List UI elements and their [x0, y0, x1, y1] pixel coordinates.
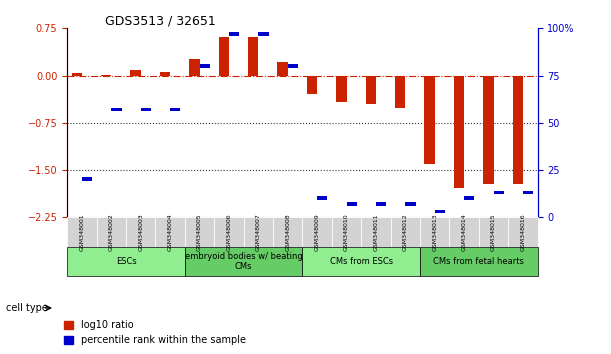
Text: GSM348015: GSM348015: [491, 213, 496, 251]
FancyBboxPatch shape: [67, 247, 185, 276]
Bar: [494, 191, 504, 194]
FancyBboxPatch shape: [126, 217, 155, 247]
Bar: [425, 75, 435, 164]
Text: embryoid bodies w/ beating
CMs: embryoid bodies w/ beating CMs: [185, 252, 302, 271]
Bar: [130, 70, 141, 75]
FancyBboxPatch shape: [332, 217, 361, 247]
FancyBboxPatch shape: [450, 217, 479, 247]
Text: CMs from fetal hearts: CMs from fetal hearts: [433, 257, 524, 266]
Text: GSM348014: GSM348014: [462, 213, 467, 251]
Text: GSM348006: GSM348006: [227, 213, 232, 251]
FancyBboxPatch shape: [67, 217, 97, 247]
Text: GSM348009: GSM348009: [315, 213, 320, 251]
Text: GSM348013: GSM348013: [432, 213, 437, 251]
FancyBboxPatch shape: [420, 217, 450, 247]
FancyBboxPatch shape: [479, 217, 508, 247]
Bar: [141, 108, 151, 112]
Bar: [513, 75, 523, 184]
Text: GSM348010: GSM348010: [344, 213, 349, 251]
Bar: [160, 72, 170, 75]
Bar: [336, 75, 346, 102]
Bar: [346, 202, 357, 206]
FancyBboxPatch shape: [273, 217, 302, 247]
Text: GSM348016: GSM348016: [521, 213, 525, 251]
FancyBboxPatch shape: [302, 217, 332, 247]
Bar: [200, 64, 210, 68]
Bar: [277, 62, 288, 75]
Bar: [317, 196, 327, 200]
Bar: [405, 202, 415, 206]
FancyBboxPatch shape: [508, 217, 538, 247]
Bar: [258, 32, 269, 36]
Bar: [71, 73, 82, 75]
Text: GSM348007: GSM348007: [256, 213, 261, 251]
Bar: [435, 210, 445, 213]
Text: GDS3513 / 32651: GDS3513 / 32651: [105, 14, 216, 27]
Text: GSM348004: GSM348004: [167, 213, 173, 251]
Bar: [111, 108, 122, 112]
Text: GSM348011: GSM348011: [373, 213, 378, 251]
Bar: [464, 196, 475, 200]
Bar: [288, 64, 298, 68]
Bar: [307, 75, 317, 95]
Bar: [82, 177, 92, 181]
Text: GSM348003: GSM348003: [138, 213, 143, 251]
FancyBboxPatch shape: [390, 217, 420, 247]
Bar: [219, 36, 229, 75]
Bar: [189, 58, 200, 75]
Bar: [376, 202, 386, 206]
FancyBboxPatch shape: [155, 217, 185, 247]
Text: ESCs: ESCs: [115, 257, 136, 266]
Bar: [248, 36, 258, 75]
Bar: [229, 32, 240, 36]
Text: GSM348008: GSM348008: [285, 213, 290, 251]
Text: GSM348002: GSM348002: [109, 213, 114, 251]
FancyBboxPatch shape: [244, 217, 273, 247]
Text: CMs from ESCs: CMs from ESCs: [330, 257, 393, 266]
Text: GSM348012: GSM348012: [403, 213, 408, 251]
Bar: [523, 191, 533, 194]
Bar: [395, 75, 405, 108]
Legend: log10 ratio, percentile rank within the sample: log10 ratio, percentile rank within the …: [60, 316, 250, 349]
Bar: [454, 75, 464, 188]
FancyBboxPatch shape: [97, 217, 126, 247]
FancyBboxPatch shape: [185, 247, 302, 276]
Text: GSM348005: GSM348005: [197, 213, 202, 251]
Bar: [365, 75, 376, 104]
Bar: [170, 108, 180, 112]
FancyBboxPatch shape: [214, 217, 244, 247]
FancyBboxPatch shape: [361, 217, 390, 247]
Text: GSM348001: GSM348001: [79, 213, 84, 251]
FancyBboxPatch shape: [185, 217, 214, 247]
FancyBboxPatch shape: [302, 247, 420, 276]
Bar: [483, 75, 494, 184]
FancyBboxPatch shape: [420, 247, 538, 276]
Text: cell type: cell type: [6, 303, 48, 313]
